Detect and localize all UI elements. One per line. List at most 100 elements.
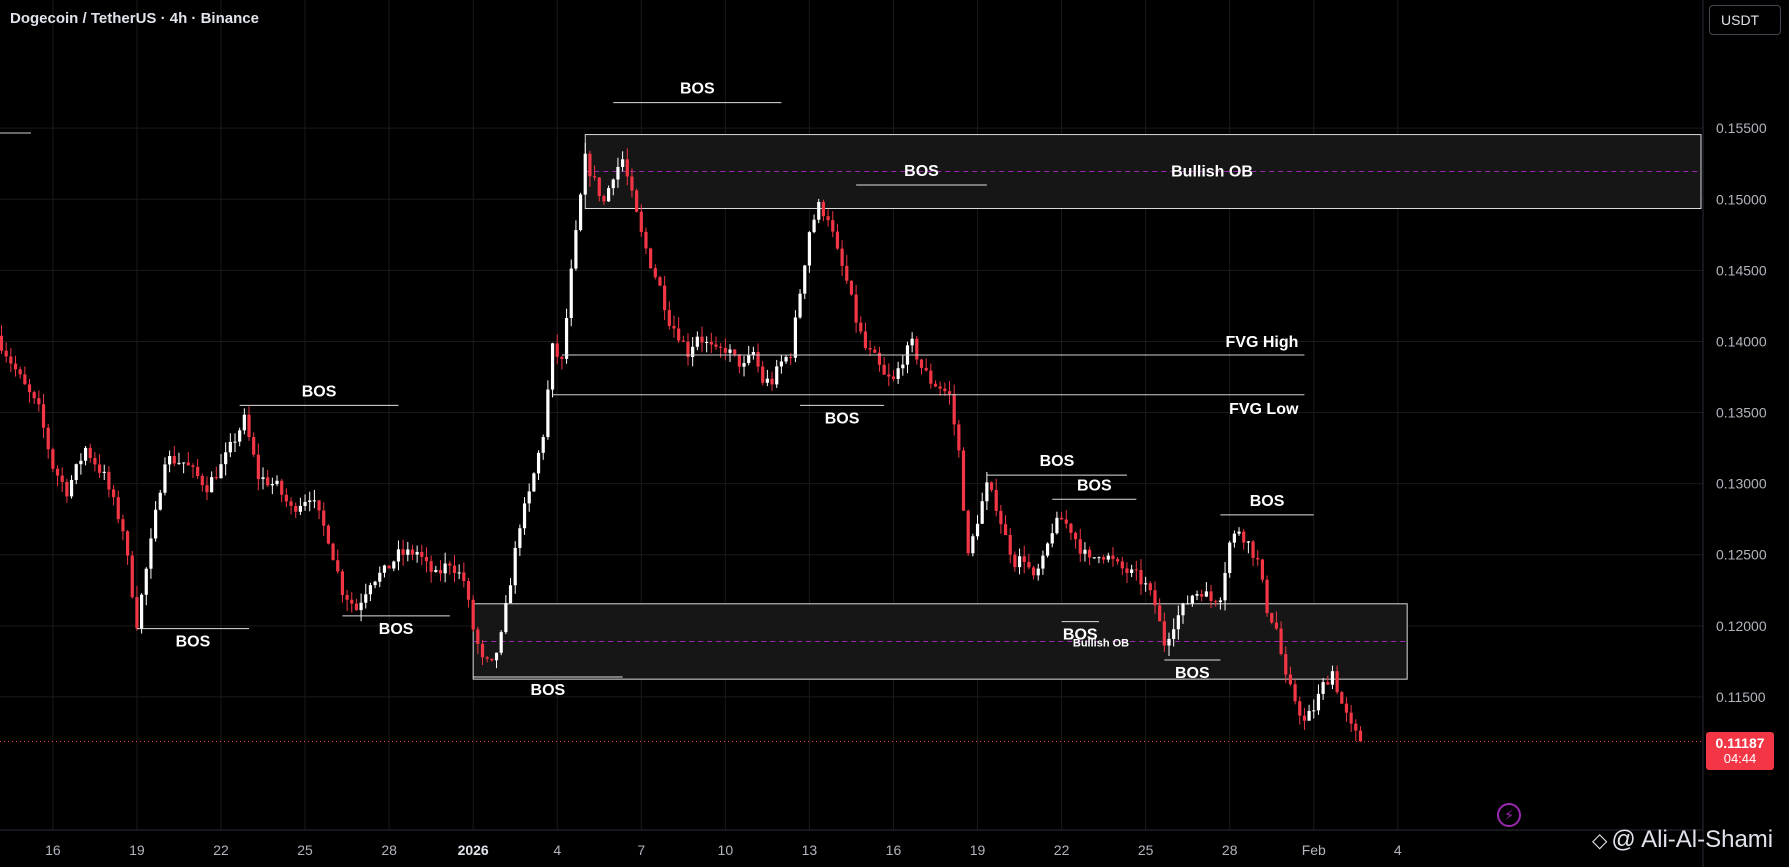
candle-body bbox=[4, 350, 8, 357]
candle-body bbox=[522, 503, 527, 529]
candle-body bbox=[966, 510, 970, 554]
price-axis-tick-label: 0.12500 bbox=[1716, 547, 1767, 563]
bos-label: BOS bbox=[904, 163, 939, 180]
candle-body bbox=[677, 328, 681, 341]
candle-body bbox=[691, 346, 695, 358]
candle-body bbox=[924, 367, 928, 371]
bos-label: BOS bbox=[176, 634, 211, 651]
candle-body bbox=[135, 597, 139, 629]
candle-body bbox=[121, 519, 125, 532]
candle-body bbox=[480, 643, 485, 658]
candle-body bbox=[424, 556, 429, 562]
candle-body bbox=[826, 216, 830, 221]
candle-body bbox=[1059, 517, 1064, 520]
time-axis-tick-label: 25 bbox=[1138, 842, 1154, 858]
candle-body bbox=[1008, 535, 1012, 555]
candle-body bbox=[1078, 539, 1082, 554]
candle-body bbox=[583, 153, 587, 195]
candle-body bbox=[1167, 638, 1171, 646]
candle-body bbox=[1102, 557, 1106, 560]
candle-body bbox=[882, 364, 886, 375]
candle-body bbox=[793, 317, 797, 358]
fvg-level-label: FVG Low bbox=[1229, 401, 1299, 418]
candle-body bbox=[1298, 701, 1302, 716]
candle-body bbox=[224, 452, 228, 465]
candle-body bbox=[1139, 570, 1143, 585]
bos-label: BOS bbox=[1077, 477, 1112, 494]
candle-body bbox=[859, 322, 863, 332]
candle-body bbox=[845, 265, 849, 281]
candle-body bbox=[345, 594, 349, 600]
candle-body bbox=[541, 437, 545, 453]
candle-body bbox=[840, 248, 844, 266]
symbol-title: Dogecoin / TetherUS · 4h · Binance bbox=[10, 10, 259, 27]
candle-body bbox=[695, 336, 699, 347]
currency-button[interactable]: USDT bbox=[1709, 5, 1781, 35]
candle-body bbox=[868, 348, 872, 350]
candle-body bbox=[97, 464, 102, 473]
candle-body bbox=[863, 331, 868, 349]
candle-body bbox=[322, 510, 326, 526]
price-axis-tick-label: 0.14500 bbox=[1716, 262, 1767, 278]
candle-body bbox=[476, 629, 480, 644]
candle-body bbox=[663, 285, 667, 311]
candle-body bbox=[154, 509, 158, 539]
candle-body bbox=[270, 484, 274, 486]
candle-body bbox=[434, 569, 438, 572]
lightning-icon[interactable]: ⚡ bbox=[1497, 803, 1521, 827]
candle-body bbox=[994, 489, 998, 511]
candle-body bbox=[1251, 541, 1255, 558]
time-axis-tick-label: 10 bbox=[718, 842, 734, 858]
candle-body bbox=[1204, 591, 1208, 597]
candle-body bbox=[817, 202, 821, 220]
candle-body bbox=[961, 450, 966, 511]
time-axis-tick-label: 25 bbox=[297, 842, 313, 858]
time-axis-tick-label: 13 bbox=[802, 842, 818, 858]
price-axis-tick-label: 0.14000 bbox=[1716, 333, 1767, 349]
candle-body bbox=[438, 569, 443, 574]
candle-body bbox=[340, 571, 345, 595]
time-axis-tick-label: 22 bbox=[1054, 842, 1070, 858]
candle-body bbox=[1223, 572, 1227, 601]
candle-body bbox=[1237, 531, 1241, 534]
candle-body bbox=[247, 414, 251, 438]
candle-body bbox=[719, 346, 723, 348]
candle-body bbox=[1111, 555, 1115, 560]
candle-body bbox=[350, 599, 354, 604]
candle-body bbox=[168, 456, 172, 465]
candle-body bbox=[219, 464, 223, 479]
candle-body bbox=[420, 551, 424, 557]
candle-body bbox=[1064, 519, 1068, 524]
candle-body bbox=[1321, 682, 1325, 694]
candle-body bbox=[1242, 531, 1246, 543]
candle-body bbox=[971, 536, 975, 554]
candle-body bbox=[471, 599, 475, 630]
candle-body bbox=[1190, 595, 1194, 604]
time-axis-tick-label: 19 bbox=[129, 842, 145, 858]
candle-body bbox=[672, 325, 676, 329]
candle-body bbox=[378, 572, 382, 582]
price-axis-tick-label: 0.15500 bbox=[1716, 120, 1767, 136]
candle-body bbox=[602, 196, 606, 202]
candle-body bbox=[957, 424, 961, 451]
time-axis-tick-label: 7 bbox=[637, 842, 645, 858]
candle-body bbox=[485, 657, 489, 659]
candle-body bbox=[186, 462, 190, 466]
candle-body bbox=[140, 594, 144, 629]
candle-body bbox=[457, 572, 461, 574]
candle-body bbox=[88, 447, 92, 458]
candle-body bbox=[116, 497, 120, 520]
candle-body bbox=[564, 317, 569, 359]
order-block-label: Bullish OB bbox=[1073, 637, 1129, 649]
candle-body bbox=[228, 441, 232, 453]
candle-body bbox=[303, 501, 307, 506]
candle-body bbox=[1125, 568, 1129, 573]
candle-body bbox=[406, 549, 410, 555]
candle-body bbox=[401, 549, 405, 555]
candle-body bbox=[975, 523, 980, 537]
candle-body bbox=[210, 477, 214, 493]
candle-body bbox=[733, 349, 737, 355]
candle-body bbox=[550, 343, 555, 390]
candle-body bbox=[705, 342, 709, 344]
